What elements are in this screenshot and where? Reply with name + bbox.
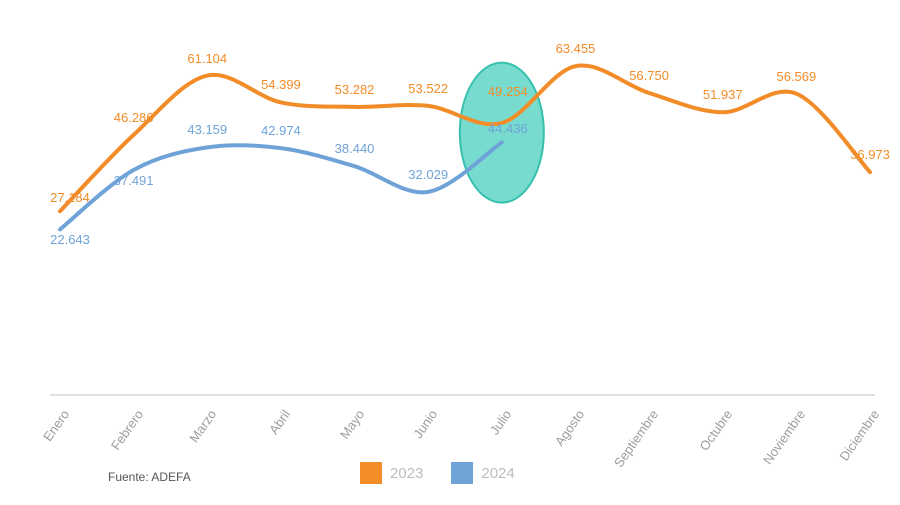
legend-label: 2024 — [481, 465, 514, 482]
source-label: Fuente: ADEFA — [108, 470, 191, 484]
data-label-2023-7: 63.455 — [556, 41, 596, 56]
data-label-2023-1: 46.286 — [114, 110, 154, 125]
data-label-2023-3: 54.399 — [261, 77, 301, 92]
legend-item-2023: 2023 — [360, 462, 423, 484]
data-label-2023-5: 53.522 — [408, 81, 448, 96]
data-label-2023-8: 56.750 — [629, 68, 669, 83]
data-label-2024-6: 44.436 — [488, 121, 528, 136]
legend-swatch-icon — [360, 462, 382, 484]
data-label-2023-0: 27.184 — [50, 190, 90, 205]
chart-container: 27.184 46.286 61.104 54.399 53.282 53.522 49.2… — [0, 0, 900, 505]
data-label-2023-6: 49.254 — [488, 84, 528, 99]
data-label-2024-5: 32.029 — [408, 167, 448, 182]
data-label-2023-4: 53.282 — [335, 82, 375, 97]
data-label-2024-4: 38.440 — [335, 141, 375, 156]
data-label-2024-3: 42.974 — [261, 123, 301, 138]
legend: 2023 2024 — [360, 462, 515, 484]
data-label-2023-2: 61.104 — [187, 51, 227, 66]
legend-item-2024: 2024 — [451, 462, 514, 484]
data-label-2024-1: 37.491 — [114, 173, 154, 188]
data-label-2023-10: 56.569 — [776, 69, 816, 84]
data-label-2024-2: 43.159 — [187, 122, 227, 137]
data-label-2024-0: 22.643 — [50, 232, 90, 247]
legend-swatch-icon — [451, 462, 473, 484]
data-label-2023-9: 51.937 — [703, 87, 743, 102]
data-label-2023-11: 36.973 — [850, 147, 890, 162]
legend-label: 2023 — [390, 465, 423, 482]
